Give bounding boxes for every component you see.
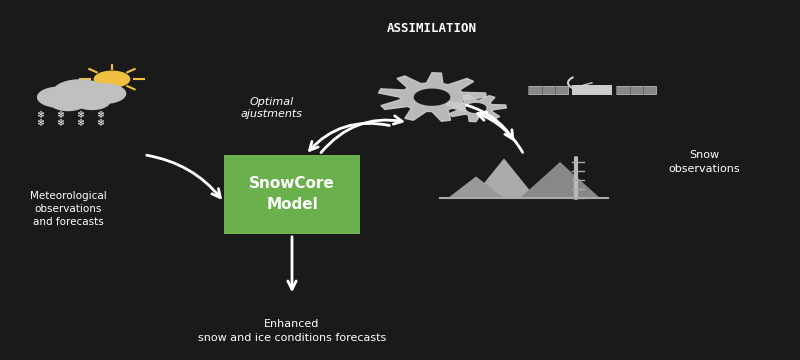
- Polygon shape: [94, 71, 130, 87]
- Text: ❄: ❄: [36, 110, 44, 120]
- Polygon shape: [82, 84, 126, 103]
- Polygon shape: [378, 73, 486, 121]
- Text: ❄: ❄: [36, 118, 44, 128]
- Text: ❄: ❄: [76, 110, 84, 120]
- Polygon shape: [472, 158, 536, 198]
- Text: Optimal
ajustments: Optimal ajustments: [241, 97, 303, 119]
- Polygon shape: [74, 94, 110, 109]
- FancyBboxPatch shape: [572, 85, 612, 95]
- FancyBboxPatch shape: [224, 155, 360, 234]
- Polygon shape: [38, 87, 82, 107]
- Text: SnowCore
Model: SnowCore Model: [249, 176, 335, 212]
- Text: ❄: ❄: [76, 118, 84, 128]
- FancyBboxPatch shape: [616, 86, 656, 94]
- Text: Meteorological
observations
and forecasts: Meteorological observations and forecast…: [30, 190, 106, 227]
- Polygon shape: [448, 176, 504, 198]
- Text: ❄: ❄: [56, 118, 64, 128]
- Text: ❄: ❄: [56, 110, 64, 120]
- Polygon shape: [414, 89, 450, 105]
- FancyBboxPatch shape: [528, 86, 568, 94]
- Polygon shape: [54, 80, 106, 104]
- Text: ❄: ❄: [96, 118, 104, 128]
- Text: Enhanced
snow and ice conditions forecasts: Enhanced snow and ice conditions forecas…: [198, 319, 386, 343]
- Polygon shape: [446, 95, 506, 122]
- Text: Snow
observations: Snow observations: [668, 150, 740, 174]
- Text: ❄: ❄: [96, 110, 104, 120]
- Polygon shape: [466, 104, 486, 112]
- Polygon shape: [50, 95, 86, 111]
- Text: ASSIMILATION: ASSIMILATION: [387, 22, 477, 35]
- Polygon shape: [520, 162, 600, 198]
